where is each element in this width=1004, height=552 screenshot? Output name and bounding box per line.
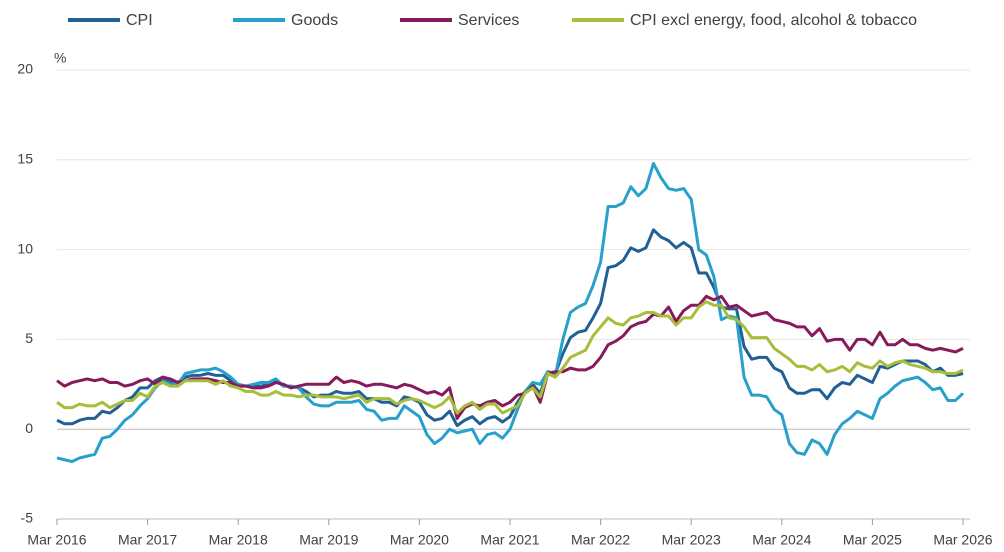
series-line [56, 228, 964, 428]
x-tick-label: Mar 2026 [933, 532, 992, 548]
y-tick-label: 20 [17, 61, 33, 77]
series-line [56, 294, 964, 420]
legend-label: CPI excl energy, food, alcohol & tobacco [630, 12, 917, 29]
y-tick-label: 10 [17, 240, 33, 256]
x-tick-label: Mar 2025 [843, 532, 902, 548]
legend-label: CPI [126, 12, 153, 29]
y-tick-label: 5 [25, 330, 33, 346]
series-line [56, 300, 964, 415]
y-tick-label: 15 [17, 151, 33, 167]
x-tick-label: Mar 2017 [118, 532, 177, 548]
y-tick-label: 0 [25, 420, 33, 436]
y-axis-label: % [54, 50, 66, 66]
legend-label: Goods [291, 12, 338, 29]
x-tick-label: Mar 2019 [299, 532, 358, 548]
x-tick-label: Mar 2024 [752, 532, 811, 548]
legend: CPI Goods Services CPI excl energy, food, a… [68, 12, 917, 29]
y-tick-label: -5 [21, 510, 34, 526]
x-tick-label: Mar 2022 [571, 532, 630, 548]
x-tick-label: Mar 2018 [209, 532, 268, 548]
x-tick-label: Mar 2023 [662, 532, 721, 548]
x-tick-label: Mar 2021 [480, 532, 539, 548]
legend-label: Services [458, 12, 519, 29]
x-tick-label: Mar 2016 [27, 532, 86, 548]
series-line [56, 161, 965, 464]
x-tick-label: Mar 2020 [390, 532, 449, 548]
